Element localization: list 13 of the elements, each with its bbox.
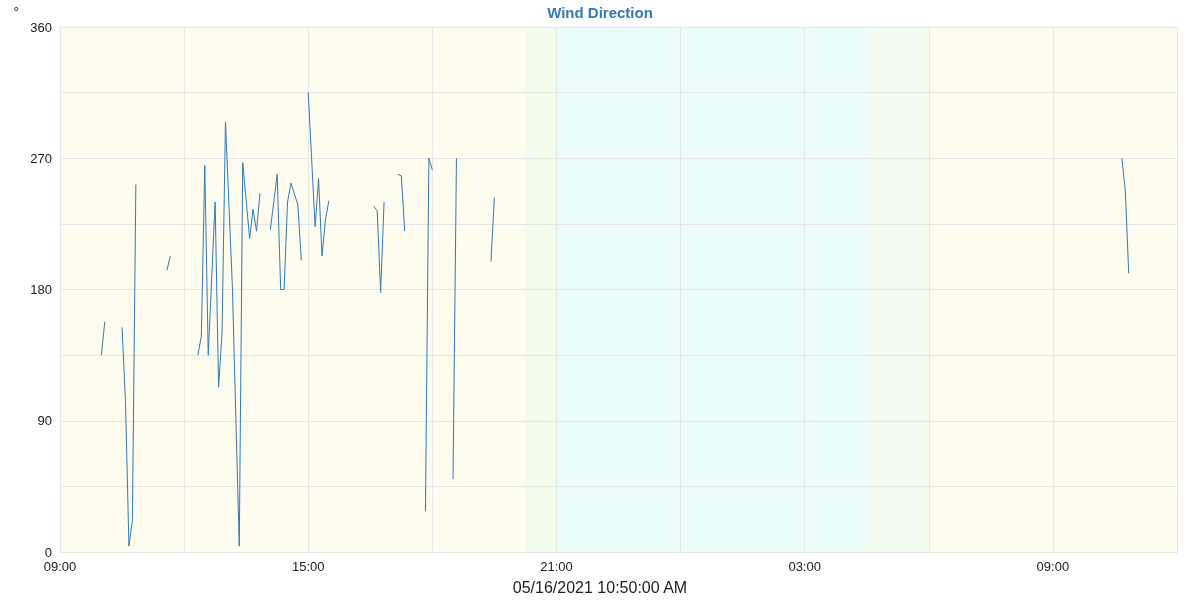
x-tick-label: 21:00: [540, 559, 573, 574]
y-tick-label: 180: [30, 282, 52, 297]
y-tick-label: 90: [37, 413, 52, 429]
chart-title: Wind Direction: [547, 4, 653, 21]
x-axis-title: 05/16/2021 10:50:00 AM: [512, 578, 688, 596]
x-tick-label: 09:00: [1036, 559, 1070, 574]
y-tick-label: 270: [30, 150, 52, 166]
x-tick-label: 03:00: [788, 559, 821, 574]
x-tick-label: 09:00: [43, 559, 77, 574]
y-tick-label: 360: [30, 19, 52, 35]
y-axis-title: °: [13, 4, 20, 19]
y-tick-label: 0: [44, 544, 52, 560]
x-tick-label: 15:00: [291, 559, 325, 574]
